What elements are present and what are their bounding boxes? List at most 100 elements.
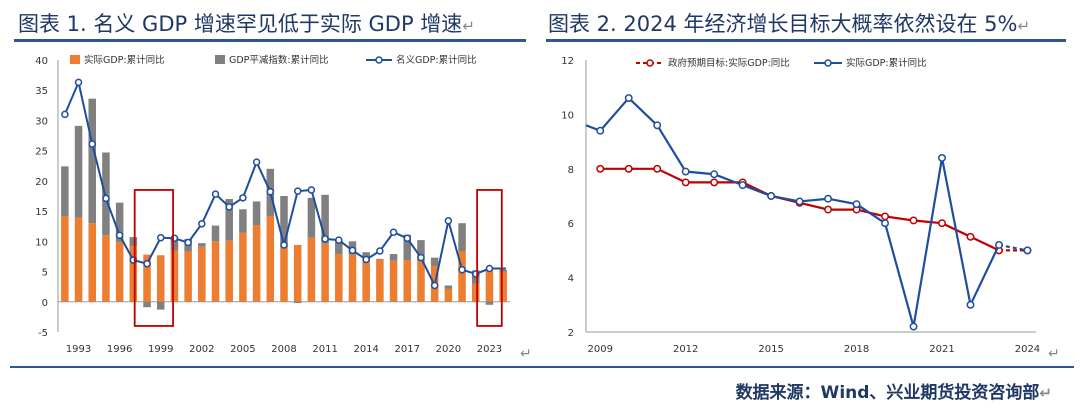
chart2-title-rule: [546, 39, 1066, 42]
nominal-gdp-point: [444, 217, 453, 225]
return-mark: ↵: [1048, 346, 1060, 358]
series-point-target: [966, 232, 975, 241]
x-tick-label: 2009: [588, 344, 613, 355]
highlight-box: [476, 189, 503, 327]
series-point-target: [596, 164, 605, 173]
bar-real-gdp: [321, 243, 329, 302]
bar-real-gdp: [129, 246, 138, 302]
y-tick-label: 35: [35, 86, 48, 97]
x-tick-label: 1996: [107, 344, 132, 355]
legend-swatch-nominal-gdp-marker: [375, 56, 383, 64]
x-tick-label: 1993: [66, 344, 91, 355]
bar-deflator: [143, 301, 151, 308]
footer-rule: [10, 366, 1074, 368]
bar-real-gdp: [458, 251, 466, 302]
bar-real-gdp: [499, 271, 507, 302]
bar-real-gdp: [88, 223, 97, 302]
bar-deflator: [293, 301, 302, 303]
y-tick-label: -5: [38, 328, 48, 339]
bar-real-gdp: [389, 260, 398, 302]
x-tick-label: 1999: [148, 344, 173, 355]
bar-deflator: [156, 301, 165, 310]
series-point-target: [881, 212, 890, 221]
bar-real-gdp: [403, 260, 412, 302]
nominal-gdp-point: [252, 158, 261, 166]
y-tick-label: 25: [35, 147, 48, 158]
return-mark: ↵: [520, 346, 532, 358]
bar-deflator: [88, 98, 97, 224]
series-point-target: [624, 164, 633, 173]
legend-label: 名义GDP:累计同比: [396, 54, 477, 66]
x-tick-label: 2023: [477, 344, 502, 355]
bar-deflator: [252, 201, 261, 226]
y-tick-label: 8: [568, 165, 574, 176]
bar-deflator: [321, 194, 329, 244]
nominal-gdp-point: [348, 246, 357, 255]
x-tick-label: 2017: [395, 344, 420, 355]
bar-real-gdp: [211, 241, 220, 302]
series-point-actual: [681, 167, 690, 176]
bar-real-gdp: [170, 250, 179, 302]
y-tick-label: 40: [35, 56, 48, 67]
series-point-target: [681, 178, 690, 187]
y-tick-label: 20: [35, 177, 48, 188]
bar-deflator: [61, 166, 69, 216]
bar-real-gdp: [102, 235, 110, 302]
nominal-gdp-point: [156, 233, 165, 242]
nominal-gdp-point: [335, 236, 343, 244]
nominal-gdp-point: [74, 78, 83, 87]
legend-label: 实际GDP:累计同比: [846, 57, 927, 69]
bar-real-gdp: [156, 255, 165, 302]
series-point-actual: [881, 219, 890, 228]
nominal-gdp-point: [198, 220, 206, 228]
bar-deflator: [239, 209, 247, 233]
legend-label: GDP平减指数:累计同比: [229, 54, 329, 66]
bar-deflator: [115, 202, 124, 242]
bar-deflator: [225, 199, 233, 241]
bar-real-gdp: [198, 246, 206, 302]
series-point-actual: [767, 192, 776, 200]
bar-real-gdp: [376, 259, 384, 302]
y-tick-label: 15: [35, 207, 48, 218]
series-point-actual: [966, 300, 975, 309]
bar-real-gdp: [184, 251, 192, 302]
legend-swatch-real-gdp: [70, 55, 80, 64]
series-point-actual: [852, 200, 861, 209]
legend-label: 政府预期目标:实际GDP:同比: [668, 57, 790, 69]
nominal-gdp-point: [102, 194, 110, 203]
bar-real-gdp: [293, 244, 302, 302]
series-point-actual: [596, 126, 605, 135]
bar-deflator: [499, 269, 507, 272]
y-tick-label: 0: [42, 298, 48, 309]
bar-real-gdp: [115, 241, 124, 302]
bar-real-gdp: [471, 283, 480, 302]
series-point-actual: [938, 153, 946, 162]
bar-deflator: [74, 125, 83, 218]
series-point-actual: [710, 170, 719, 179]
y-tick-label: 4: [568, 274, 574, 285]
nominal-gdp-point: [430, 281, 439, 290]
nominal-gdp-point: [403, 234, 412, 243]
series-line-actual: [585, 96, 1000, 327]
y-tick-label: 6: [568, 219, 574, 230]
y-tick-label: 10: [561, 110, 574, 121]
bar-deflator: [102, 152, 110, 236]
nominal-gdp-point: [376, 247, 384, 255]
nominal-gdp-point: [389, 228, 398, 237]
bar-deflator: [362, 252, 370, 258]
chart1-title: 图表 1. 名义 GDP 增速罕见低于实际 GDP 增速↵: [18, 12, 475, 36]
y-tick-label: 2: [568, 328, 574, 339]
nominal-gdp-point: [362, 255, 370, 264]
series-point-actual: [624, 94, 633, 103]
nominal-gdp-point: [307, 186, 316, 194]
series-point-actual: [909, 322, 918, 331]
x-tick-label: 2005: [230, 344, 255, 355]
chart2-title: 图表 2. 2024 年经济增长目标大概率依然设在 5%↵: [548, 12, 1031, 36]
nominal-gdp-point: [485, 264, 494, 273]
bar-deflator: [417, 240, 425, 262]
nominal-gdp-point: [184, 238, 192, 247]
series-point-target: [938, 219, 946, 228]
y-tick-label: 10: [35, 237, 48, 248]
series-point-actual: [738, 181, 747, 190]
nominal-gdp-point: [239, 194, 247, 202]
